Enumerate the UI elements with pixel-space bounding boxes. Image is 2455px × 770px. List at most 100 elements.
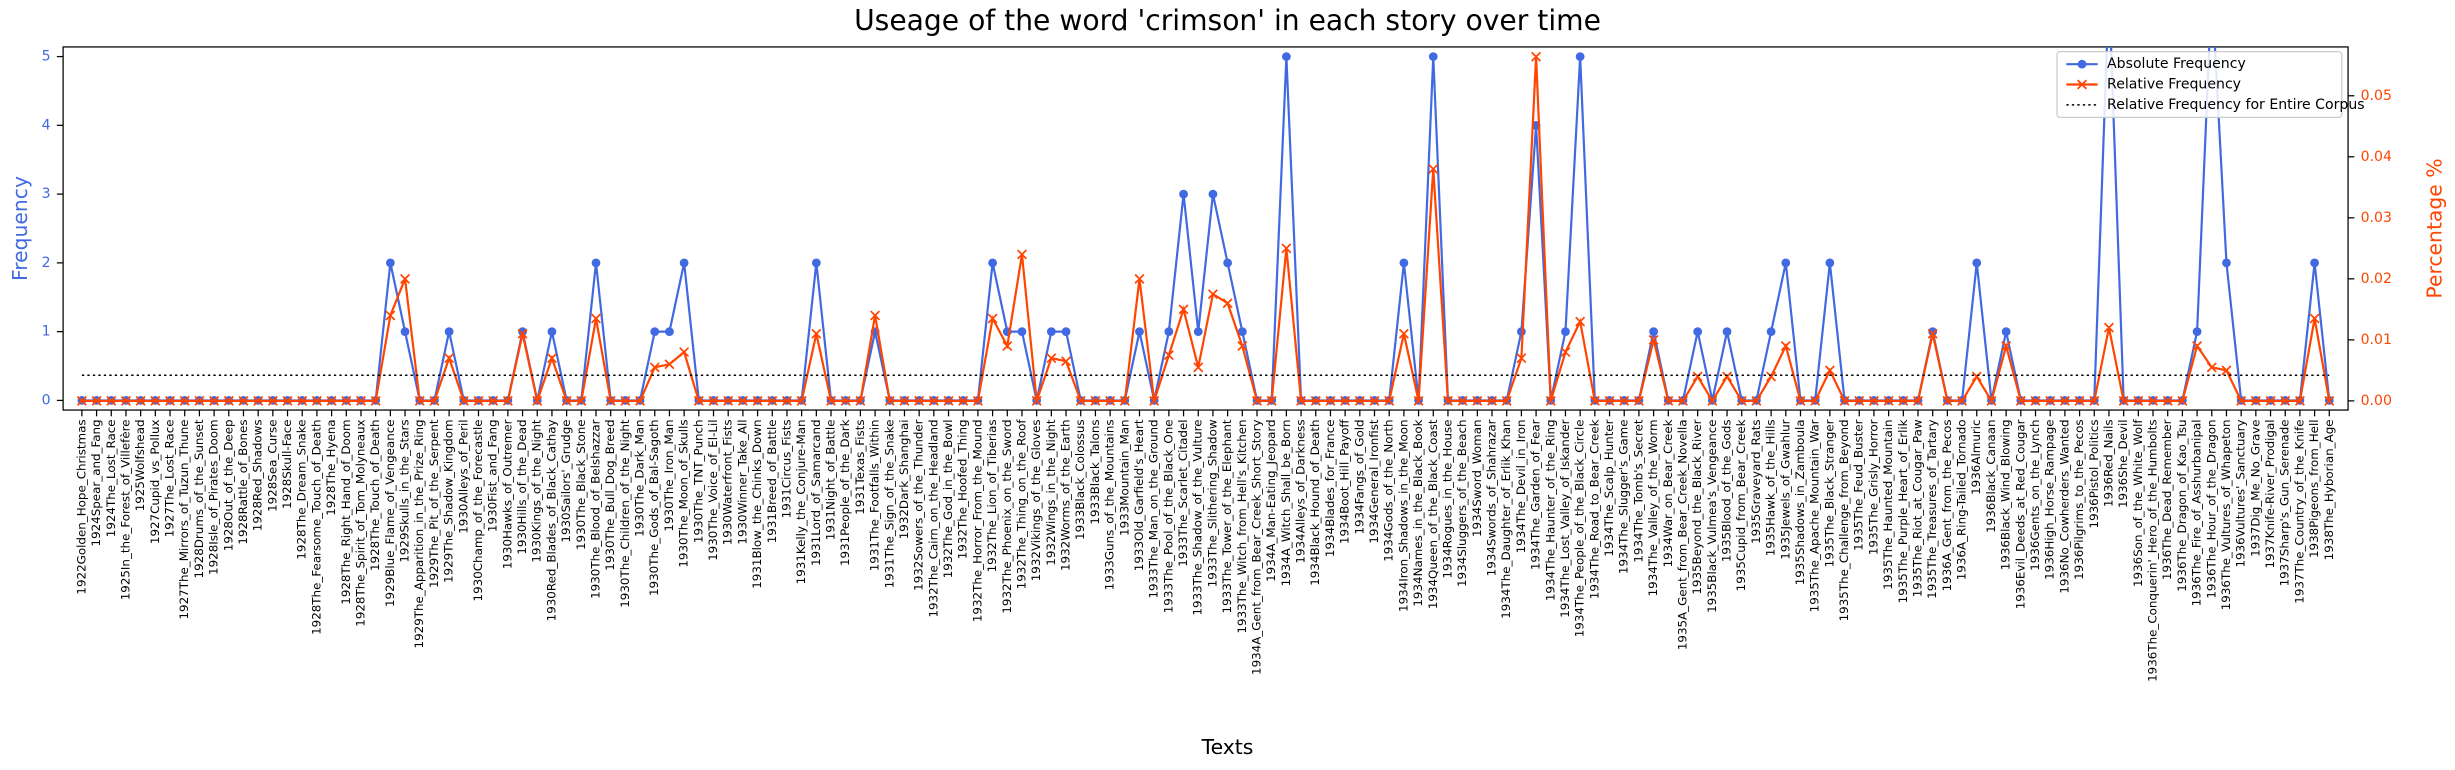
marker-x bbox=[76, 395, 87, 406]
x-tick-label: 1936A_Ring-Tailed_Tornado bbox=[1955, 419, 1969, 580]
x-tick-label: 1938The_Hyborian_Age bbox=[2322, 419, 2336, 560]
x-tick-label: 1930Red_Blades_of_Black_Cathay bbox=[544, 419, 558, 621]
marker-dot bbox=[1237, 327, 1247, 337]
x-tick-label: 1932Vikings_of_the_Gloves bbox=[1029, 419, 1043, 581]
x-tick-label: 1928The_Hyena bbox=[324, 419, 338, 515]
marker-x bbox=[1575, 316, 1586, 327]
x-tick-label: 1934A_Witch_Shall_be_Born bbox=[1279, 419, 1293, 586]
marker-x bbox=[1942, 395, 1953, 406]
marker-x bbox=[958, 395, 969, 406]
marker-x bbox=[2309, 313, 2320, 324]
marker-x bbox=[370, 395, 381, 406]
x-tick-label: 1935Blood_of_the_Gods bbox=[1720, 419, 1734, 562]
marker-x bbox=[1134, 273, 1145, 284]
marker-dot bbox=[988, 258, 997, 268]
x-tick-label: 1930The_Moon_of_Skulls bbox=[677, 419, 691, 567]
marker-x bbox=[826, 395, 837, 406]
marker-x bbox=[796, 395, 807, 406]
x-tick-label: 1934The_Road_to_Bear_Creek bbox=[1587, 419, 1601, 599]
marker-x bbox=[1457, 395, 1468, 406]
y2-tick-label: 0.01 bbox=[2361, 332, 2392, 348]
marker-dot bbox=[1179, 189, 1188, 199]
marker-x bbox=[884, 395, 895, 406]
x-tick-label: 1932Wings_in_the_Night bbox=[1044, 419, 1058, 566]
x-tick-label: 1932The_Cairn_on_the_Headland bbox=[926, 419, 940, 617]
marker-x bbox=[943, 395, 954, 406]
marker-x bbox=[1589, 395, 1600, 406]
marker-x bbox=[2177, 395, 2188, 406]
marker-x bbox=[1722, 371, 1733, 382]
x-tick-label: 1928Red_Shadows bbox=[251, 419, 265, 531]
x-tick-label: 1930The_Black_Stone bbox=[574, 419, 588, 550]
x-tick-label: 1930The_Blood_of_Belshazzar bbox=[589, 419, 603, 599]
marker-x bbox=[576, 395, 587, 406]
marker-x bbox=[1222, 298, 1233, 309]
marker-x bbox=[1002, 340, 1013, 351]
x-tick-label: 1936A_Gent_from_the_Pecos bbox=[1940, 419, 1954, 591]
x-tick-label: 1934Rogues_in_the_House bbox=[1440, 419, 1454, 578]
x-tick-label: 1931The_Footfalls_Within bbox=[868, 419, 882, 571]
x-tick-label: 1934Alleys_of_Darkness bbox=[1294, 419, 1308, 563]
marker-x bbox=[179, 395, 190, 406]
x-tick-label: 1930Champ_of_the_Forecastle bbox=[471, 419, 485, 601]
x-tick-label: 1935Black_Vulmea's_Vengeance bbox=[1705, 419, 1719, 612]
marker-x bbox=[2045, 395, 2056, 406]
marker-x bbox=[326, 395, 337, 406]
marker-x bbox=[1413, 395, 1424, 406]
x-tick-label: 1933The_Witch_from_Hell's_Kitchen bbox=[1235, 419, 1249, 633]
plot-frame bbox=[62, 46, 2349, 411]
marker-x bbox=[899, 395, 910, 406]
marker-x bbox=[1531, 51, 1542, 62]
x-tick-label: 1933The_Tower_of_the_Elephant bbox=[1220, 419, 1234, 613]
x-tick-label: 1932The_God_in_the_Bowl bbox=[941, 419, 955, 578]
marker-x bbox=[1766, 371, 1777, 382]
x-tick-label: 1935The_Haunted_Mountain bbox=[1881, 419, 1895, 589]
x-tick-label: 1936Red_Nails bbox=[2101, 419, 2115, 507]
x-tick-label: 1927Cupid_vs_Pollux bbox=[148, 419, 162, 544]
marker-dot bbox=[1766, 327, 1776, 337]
marker-x bbox=[1795, 395, 1806, 406]
marker-x bbox=[737, 395, 748, 406]
x-tick-label: 1936The_Vultures_of_Whapeton bbox=[2219, 419, 2233, 610]
marker-x bbox=[2236, 395, 2247, 406]
marker-dot bbox=[2222, 258, 2231, 268]
x-tick-label: 1934A_Gent_from_Bear_Creek_Short_Story bbox=[1250, 419, 1264, 675]
x-tick-label: 1934Swords_of_Shahrazar bbox=[1485, 419, 1499, 576]
x-tick-label: 1929The_Apparition_in_the_Prize_Ring bbox=[412, 419, 426, 648]
marker-x bbox=[253, 395, 264, 406]
x-tick-label: 1935A_Gent_from_Bear_Creek_Novella bbox=[1675, 419, 1689, 650]
x-tick-label: 1930Alleys_of_Peril bbox=[456, 419, 470, 533]
marker-dot bbox=[1223, 258, 1233, 268]
marker-x bbox=[1648, 334, 1659, 345]
marker-x bbox=[1736, 395, 1747, 406]
marker-x bbox=[297, 395, 308, 406]
x-tick-label: 1936Gents_on_the_Lynch bbox=[2028, 419, 2042, 570]
x-tick-label: 1928Skull-Face bbox=[280, 419, 294, 509]
series-line bbox=[81, 46, 2331, 402]
x-tick-label: 1930Hills_of_the_Dead bbox=[515, 419, 529, 554]
marker-x bbox=[811, 328, 822, 339]
marker-dot bbox=[1281, 52, 1291, 61]
x-tick-label: 1931People_of_the_Dark bbox=[838, 419, 852, 566]
y-tick-label: 4 bbox=[42, 117, 51, 133]
marker-x bbox=[1619, 395, 1630, 406]
marker-x bbox=[2089, 395, 2100, 406]
marker-x bbox=[1119, 395, 1130, 406]
marker-x bbox=[914, 395, 925, 406]
y2-tick-label: 0.05 bbox=[2361, 88, 2392, 104]
x-tick-label: 1934Sword_Woman bbox=[1470, 419, 1484, 537]
marker-x bbox=[1839, 395, 1850, 406]
marker-x bbox=[355, 395, 366, 406]
x-tick-label: 1934The_Valley_of_the_Worm bbox=[1646, 419, 1660, 596]
x-tick-label: 1936The_Fire_of_Asshurbanipal bbox=[2190, 419, 2204, 606]
marker-dot bbox=[444, 327, 454, 337]
x-tick-label: 1930The_Children_of_the_Night bbox=[618, 419, 632, 608]
x-tick-label: 1935The_Treasures_of_Tartary bbox=[1925, 419, 1939, 598]
marker-x bbox=[840, 395, 851, 406]
marker-x bbox=[2074, 395, 2085, 406]
marker-x bbox=[1325, 395, 1336, 406]
marker-dot bbox=[1017, 327, 1027, 337]
marker-x bbox=[2133, 395, 2144, 406]
x-tick-label: 1934Queen_of_the_Black_Coast bbox=[1426, 419, 1440, 609]
